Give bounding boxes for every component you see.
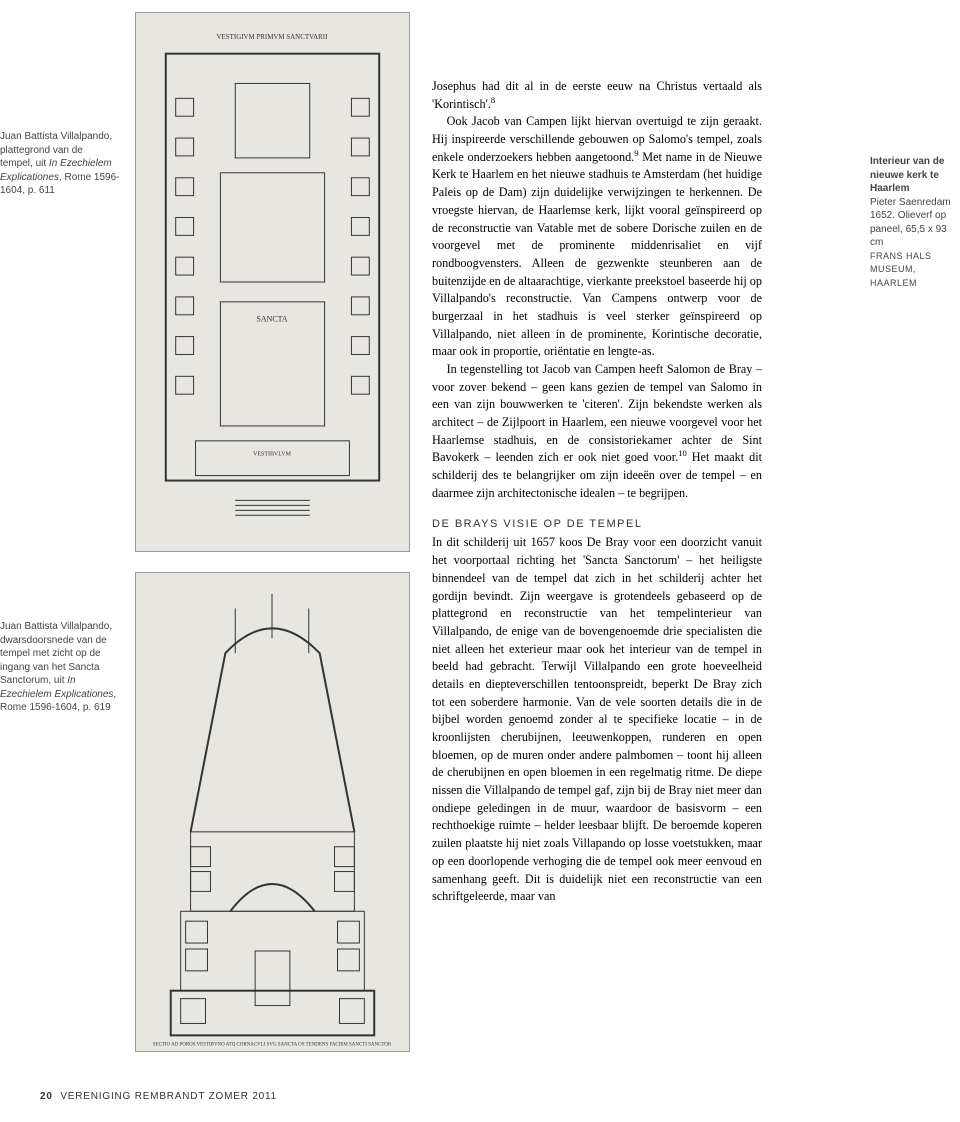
body-para-3: In tegenstelling tot Jacob van Campen he… bbox=[432, 361, 762, 503]
page-number: 20 bbox=[40, 1091, 53, 1102]
right-caption-title1: Interieur van de bbox=[870, 156, 944, 167]
floorplan-svg: VESTIGIVM PRIMVM SANCTVARII SANCTA VESTI… bbox=[136, 13, 409, 551]
svg-text:VESTIGIVM PRIMVM SANCTVARII: VESTIGIVM PRIMVM SANCTVARII bbox=[217, 33, 329, 41]
right-caption: Interieur van de nieuwe kerk te Haarlem … bbox=[870, 155, 960, 290]
right-caption-artist: Pieter Saenredam bbox=[870, 197, 951, 208]
caption2-desc2: tempel met zicht op de bbox=[0, 648, 101, 659]
caption2-desc3: ingang van het Sancta bbox=[0, 662, 100, 673]
svg-text:SANCTA: SANCTA bbox=[256, 315, 287, 324]
page-container: Juan Battista Villalpando, plattegrond v… bbox=[0, 0, 960, 1122]
caption2-author: Juan Battista Villalpando, bbox=[0, 621, 112, 632]
caption1-desc1: plattegrond van de bbox=[0, 145, 83, 156]
section-heading: DE BRAYS VISIE OP DE TEMPEL bbox=[432, 517, 762, 533]
right-caption-year: 1652. Olieverf op bbox=[870, 210, 946, 221]
caption1-author: Juan Battista Villalpando, bbox=[0, 131, 112, 142]
caption2-desc1: dwarsdoorsnede van de bbox=[0, 635, 107, 646]
right-caption-title3: Haarlem bbox=[870, 183, 909, 194]
caption2-desc4: Sanctorum, uit bbox=[0, 675, 67, 686]
page-footer: 20 VERENIGING REMBRANDT ZOMER 2011 bbox=[40, 1091, 277, 1102]
cross-section-svg: SECTIO AD POROS VESTIBVNO ATQ CORNACVLI … bbox=[136, 573, 409, 1051]
body-para-2: Ook Jacob van Campen lijkt hiervan overt… bbox=[432, 113, 762, 361]
footnote-8: 8 bbox=[491, 95, 495, 105]
figure-cross-section: SECTIO AD POROS VESTIBVNO ATQ CORNACVLI … bbox=[135, 572, 410, 1052]
left-caption-1: Juan Battista Villalpando, plattegrond v… bbox=[0, 130, 125, 198]
caption1-desc2: tempel, uit bbox=[0, 158, 49, 169]
body-para-1: Josephus had dit al in de eerste eeuw na… bbox=[432, 78, 762, 113]
body-p1-text: Josephus had dit al in de eerste eeuw na… bbox=[432, 79, 762, 111]
right-caption-credit2: MUSEUM, HAARLEM bbox=[870, 264, 917, 288]
footnote-10: 10 bbox=[678, 448, 687, 458]
right-caption-dim: paneel, 65,5 x 93 cm bbox=[870, 224, 947, 249]
footer-text: VERENIGING REMBRANDT ZOMER 2011 bbox=[60, 1091, 277, 1102]
body-text-column: Josephus had dit al in de eerste eeuw na… bbox=[432, 78, 762, 906]
left-caption-2: Juan Battista Villalpando, dwarsdoorsned… bbox=[0, 620, 125, 715]
image-column: VESTIGIVM PRIMVM SANCTVARII SANCTA VESTI… bbox=[135, 12, 410, 1052]
right-caption-credit1: FRANS HALS bbox=[870, 251, 932, 261]
svg-text:SECTIO AD POROS VESTIBVNO ATQ: SECTIO AD POROS VESTIBVNO ATQ CORNACVLI … bbox=[153, 1042, 392, 1047]
body-p2-cont: Met name in de Nieuwe Kerk te Haarlem en… bbox=[432, 150, 762, 359]
body-para-4: In dit schilderij uit 1657 koos De Bray … bbox=[432, 534, 762, 905]
figure-floorplan: VESTIGIVM PRIMVM SANCTVARII SANCTA VESTI… bbox=[135, 12, 410, 552]
right-caption-title2: nieuwe kerk te bbox=[870, 170, 939, 181]
svg-text:VESTIBVLVM: VESTIBVLVM bbox=[253, 452, 291, 458]
